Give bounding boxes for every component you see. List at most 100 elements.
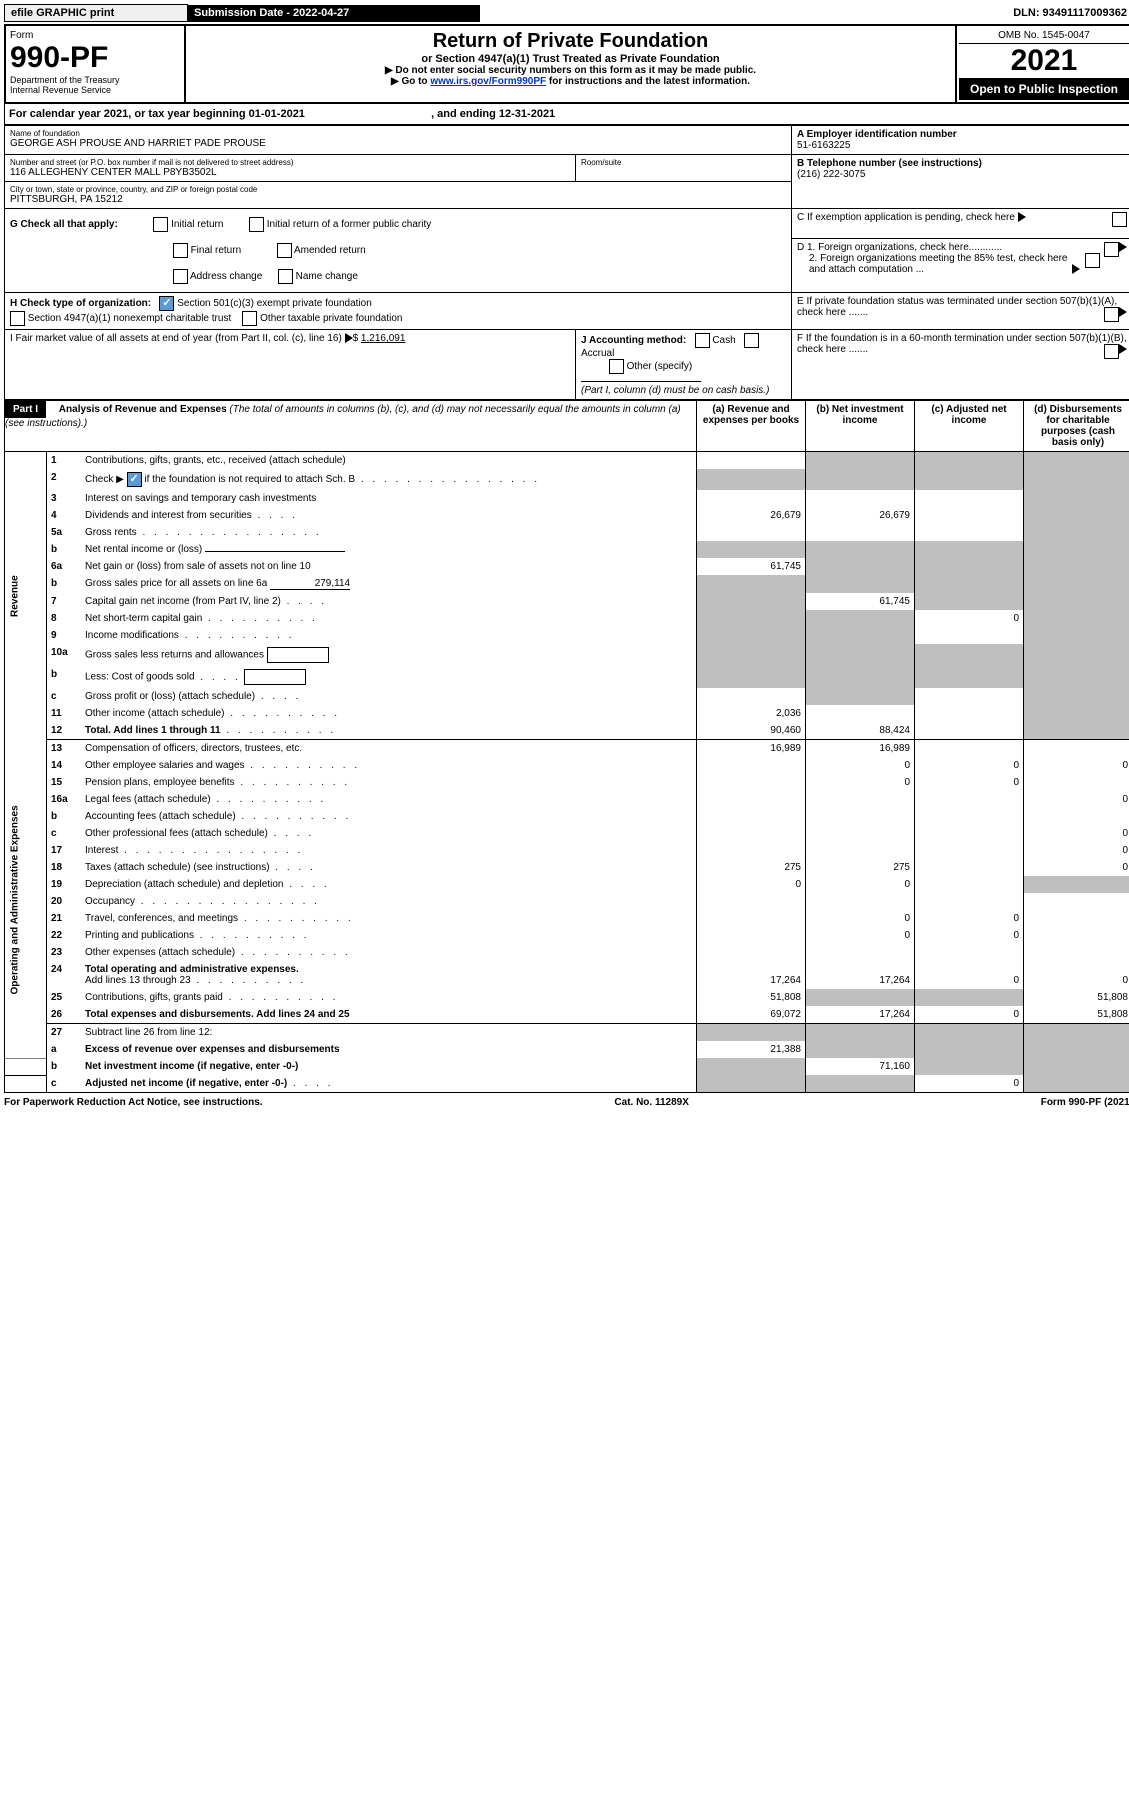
line-desc: Other professional fees (attach schedule…	[81, 825, 697, 842]
name-change-checkbox[interactable]	[278, 269, 293, 284]
cell-value: 26,679	[697, 507, 806, 524]
line-desc: Excess of revenue over expenses and disb…	[81, 1041, 697, 1058]
line-num: 20	[47, 893, 82, 910]
g-opt-2: Final return	[191, 245, 242, 256]
line-num: 19	[47, 876, 82, 893]
h3-checkbox[interactable]	[242, 311, 257, 326]
j-label: J Accounting method:	[581, 335, 686, 346]
line-num: b	[47, 808, 82, 825]
line-desc: Gross rents	[81, 524, 697, 541]
footer-right: Form 990-PF (2021)	[1041, 1097, 1129, 1108]
part1-label: Part I	[5, 401, 46, 418]
j-accrual-checkbox[interactable]	[744, 333, 759, 348]
g-label: G Check all that apply:	[10, 219, 118, 230]
final-return-checkbox[interactable]	[173, 243, 188, 258]
efile-print-button[interactable]: efile GRAPHIC print	[5, 5, 188, 22]
cal-begin: 01-01-2021	[249, 108, 305, 120]
line-num: 25	[47, 989, 82, 1006]
h1-checkbox[interactable]	[159, 296, 174, 311]
cell-value: 0	[1024, 757, 1129, 774]
return-subtitle: or Section 4947(a)(1) Trust Treated as P…	[190, 53, 951, 65]
page-footer: For Paperwork Reduction Act Notice, see …	[4, 1093, 1129, 1108]
line-num: 13	[47, 740, 82, 758]
initial-former-checkbox[interactable]	[249, 217, 264, 232]
cell-value: 0	[915, 927, 1024, 944]
amended-return-checkbox[interactable]	[277, 243, 292, 258]
line-desc: Gross sales less returns and allowances	[81, 644, 697, 666]
cell-value: 0	[697, 876, 806, 893]
i-value: 1,216,091	[361, 333, 406, 344]
g-opt-4: Address change	[190, 271, 262, 282]
line-desc: Accounting fees (attach schedule)	[81, 808, 697, 825]
phone-label: B Telephone number (see instructions)	[797, 158, 982, 169]
line-desc: Income modifications	[81, 627, 697, 644]
line-num: b	[47, 666, 82, 688]
note2-suffix: for instructions and the latest informat…	[546, 76, 750, 87]
tax-year: 2021	[959, 44, 1129, 78]
arrow-icon	[1018, 212, 1026, 222]
address-change-checkbox[interactable]	[173, 269, 188, 284]
line-num: 6a	[47, 558, 82, 575]
cell-value: 2,036	[697, 705, 806, 722]
d1-checkbox[interactable]	[1104, 242, 1119, 257]
cell-value: 0	[1024, 825, 1129, 842]
line-num: 18	[47, 859, 82, 876]
calendar-year-row: For calendar year 2021, or tax year begi…	[4, 104, 1129, 125]
cell-value: 0	[806, 927, 915, 944]
arrow-icon	[1119, 307, 1127, 317]
j-cash-label: Cash	[712, 335, 735, 346]
form990pf-link[interactable]: www.irs.gov/Form990PF	[430, 76, 546, 87]
initial-return-checkbox[interactable]	[153, 217, 168, 232]
c-checkbox[interactable]	[1112, 212, 1127, 227]
f-checkbox[interactable]	[1104, 344, 1119, 359]
line-num: 8	[47, 610, 82, 627]
j-cash-checkbox[interactable]	[695, 333, 710, 348]
addr-label: Number and street (or P.O. box number if…	[10, 158, 570, 167]
line-num: 9	[47, 627, 82, 644]
dept-label: Department of the Treasury	[10, 75, 180, 85]
j-other-label: Other (specify)	[627, 361, 693, 372]
line-desc: Subtract line 26 from line 12:	[81, 1024, 697, 1042]
g-opt-3: Amended return	[294, 245, 366, 256]
arrow-icon	[1119, 344, 1127, 354]
line-desc: Total expenses and disbursements. Add li…	[81, 1006, 697, 1024]
line-num: 23	[47, 944, 82, 961]
line-desc: Legal fees (attach schedule)	[81, 791, 697, 808]
line-num: 16a	[47, 791, 82, 808]
cell-value: 26,679	[806, 507, 915, 524]
col-b-header: (b) Net investment income	[806, 401, 915, 452]
h-label: H Check type of organization:	[10, 298, 151, 309]
line-num: 2	[47, 469, 82, 490]
cell-value: 0	[1024, 961, 1129, 989]
line-num: 22	[47, 927, 82, 944]
return-title: Return of Private Foundation	[190, 30, 951, 53]
cell-value: 0	[915, 1006, 1024, 1024]
submission-date: Submission Date - 2022-04-27	[188, 5, 481, 22]
d2-checkbox[interactable]	[1085, 253, 1100, 268]
ein-label: A Employer identification number	[797, 129, 957, 140]
cal-prefix: For calendar year 2021, or tax year begi…	[9, 108, 249, 120]
form-header: Form 990-PF Department of the Treasury I…	[4, 24, 1129, 104]
line-num: b	[47, 541, 82, 558]
cell-value: 21,388	[697, 1041, 806, 1058]
e-label: E If private foundation status was termi…	[797, 296, 1117, 318]
schB-checkbox[interactable]	[127, 472, 142, 487]
cell-value: 0	[915, 1075, 1024, 1093]
e-checkbox[interactable]	[1104, 307, 1119, 322]
line-desc: Total. Add lines 1 through 11	[81, 722, 697, 740]
line-desc: Net short-term capital gain	[81, 610, 697, 627]
cell-value: 275	[806, 859, 915, 876]
line-desc: Gross profit or (loss) (attach schedule)	[81, 688, 697, 705]
line-num: 3	[47, 490, 82, 507]
city-value: PITTSBURGH, PA 15212	[10, 194, 786, 205]
cell-value: 61,745	[806, 593, 915, 610]
line-desc: Interest on savings and temporary cash i…	[81, 490, 697, 507]
j-other-checkbox[interactable]	[609, 359, 624, 374]
line-desc: Check ▶ if the foundation is not require…	[81, 469, 697, 490]
line-num: 5a	[47, 524, 82, 541]
line-num: 14	[47, 757, 82, 774]
line-desc: Depreciation (attach schedule) and deple…	[81, 876, 697, 893]
irs-label: Internal Revenue Service	[10, 85, 180, 95]
h2-checkbox[interactable]	[10, 311, 25, 326]
cell-value: 275	[697, 859, 806, 876]
